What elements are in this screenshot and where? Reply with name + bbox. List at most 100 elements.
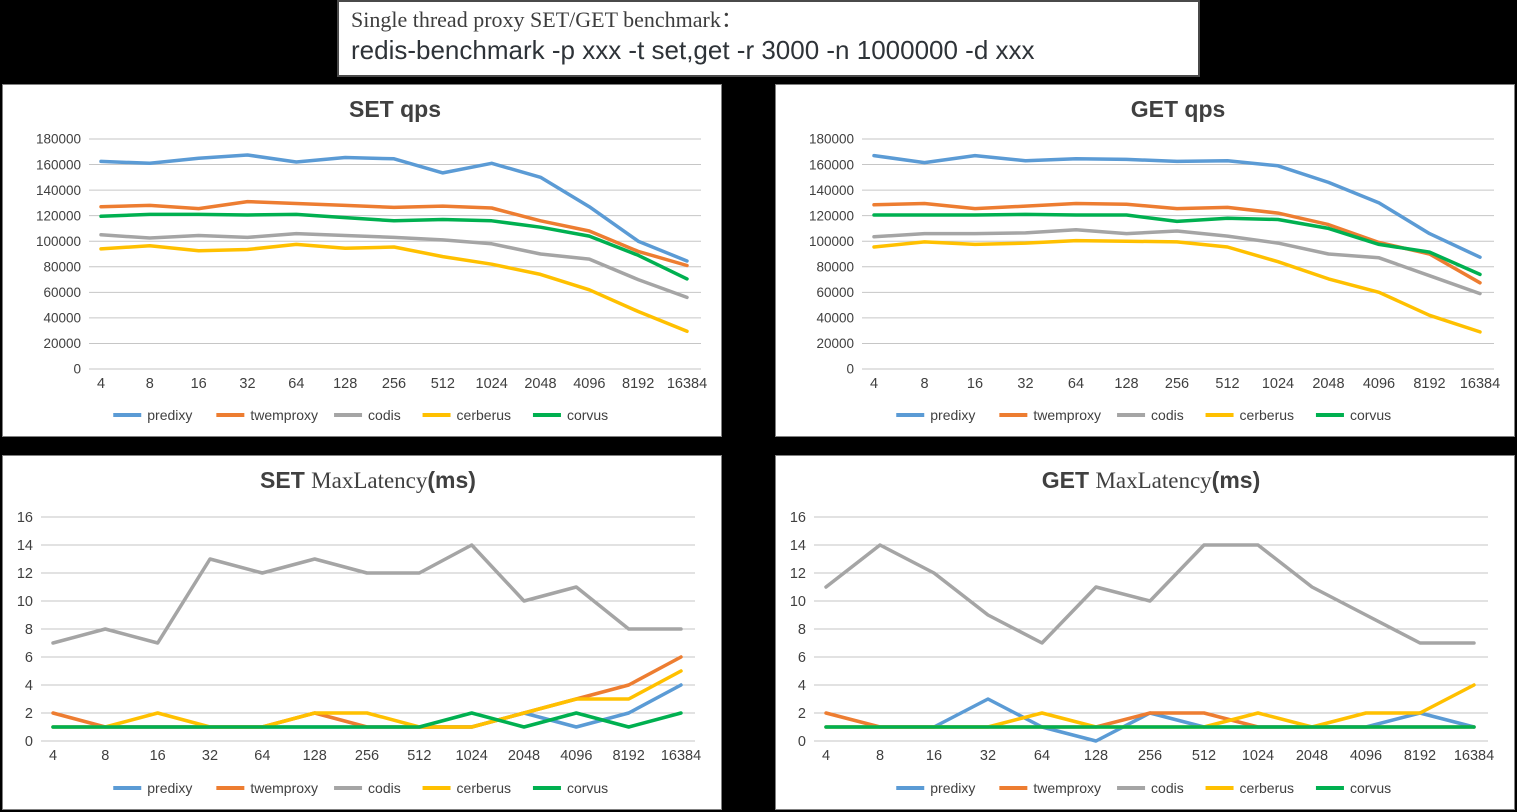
x-tick-label: 16384 <box>1454 748 1494 764</box>
x-tick-label: 8192 <box>1404 748 1436 764</box>
y-tick-label: 180000 <box>809 132 854 147</box>
legend-item-predixy: predixy <box>896 780 975 796</box>
legend-label: twemproxy <box>1033 780 1101 796</box>
legend-label: corvus <box>567 780 608 796</box>
y-tick-label: 80000 <box>43 260 81 275</box>
x-tick-label: 2048 <box>508 748 540 764</box>
x-tick-label: 1024 <box>476 376 508 392</box>
legend-label: cerberus <box>457 407 511 423</box>
x-tick-label: 16 <box>926 748 942 764</box>
y-tick-label: 14 <box>17 538 33 554</box>
x-tick-label: 16 <box>150 748 166 764</box>
x-tick-label: 512 <box>1215 376 1239 392</box>
y-tick-label: 4 <box>25 678 33 694</box>
legend-item-corvus: corvus <box>532 407 608 423</box>
cerberus-line <box>824 683 1476 729</box>
x-tick-label: 16384 <box>661 748 701 764</box>
y-tick-label: 80000 <box>816 260 854 275</box>
y-tick-label: 140000 <box>36 183 81 198</box>
legend-label: corvus <box>1350 407 1391 423</box>
legend-label: codis <box>368 407 401 423</box>
x-tick-label: 2048 <box>1296 748 1328 764</box>
x-tick-label: 16 <box>967 376 983 392</box>
get-qps-chart: 0 20000 40000 60000 80000 100000 120000 140000 1… <box>809 96 1500 423</box>
y-tick-label: 10 <box>17 594 33 610</box>
cerberus-line <box>51 669 683 729</box>
y-tick-label: 6 <box>798 650 806 666</box>
x-tick-label: 4096 <box>1363 376 1395 392</box>
y-tick-label: 40000 <box>43 311 81 326</box>
x-tick-label: 32 <box>202 748 218 764</box>
x-tick-label: 8192 <box>622 376 654 392</box>
legend-item-corvus: corvus <box>532 780 608 796</box>
y-tick-label: 180000 <box>36 132 81 147</box>
legend-item-codis: codis <box>334 407 401 423</box>
x-tick-label: 8192 <box>613 748 645 764</box>
x-tick-label: 8 <box>146 376 154 392</box>
y-tick-label: 100000 <box>36 234 81 249</box>
y-tick-label: 4 <box>798 678 806 694</box>
predixy-line <box>99 153 689 263</box>
codis-line <box>51 543 683 645</box>
y-tick-label: 16 <box>17 510 33 526</box>
legend-label: codis <box>1151 780 1184 796</box>
legend: predixy twemproxy codis cerberus corvus <box>113 780 608 796</box>
x-tick-label: 4 <box>822 748 830 764</box>
x-tick-label: 32 <box>1017 376 1033 392</box>
benchmark-title-text: Single thread proxy SET/GET benchmark： <box>351 7 743 32</box>
y-tick-label: 0 <box>798 734 806 750</box>
x-tick-label: 128 <box>303 748 327 764</box>
y-tick-label: 12 <box>17 566 33 582</box>
set-maxlatency-chart: 0 2 4 6 8 10 12 14 16 4 8 16 32 64 128 256 512 1024 2048 40… <box>17 467 701 796</box>
x-tick-label: 8 <box>876 748 884 764</box>
legend-label: corvus <box>567 407 608 423</box>
x-tick-label: 8 <box>920 376 928 392</box>
y-tick-label: 60000 <box>816 285 854 300</box>
legend-item-cerberus: cerberus <box>1205 780 1294 796</box>
cerberus-line <box>872 238 1482 334</box>
benchmark-title-box: Single thread proxy SET/GET benchmark： r… <box>337 0 1200 77</box>
legend-label: codis <box>1151 407 1184 423</box>
legend: predixy twemproxy codis cerberus corvus <box>113 407 608 423</box>
y-tick-label: 0 <box>73 362 81 377</box>
legend-item-predixy: predixy <box>113 407 192 423</box>
legend-item-corvus: corvus <box>1315 780 1391 796</box>
set-qps-chart: 0 20000 40000 60000 80000 100000 120000 140000 1… <box>36 96 707 423</box>
legend-label: cerberus <box>457 780 511 796</box>
x-tick-label: 256 <box>382 376 406 392</box>
set-qps-title: SET qps <box>349 96 441 122</box>
x-tick-label: 1024 <box>1242 748 1274 764</box>
x-tick-label: 1024 <box>1262 376 1294 392</box>
legend-item-twemproxy: twemproxy <box>999 407 1101 423</box>
get-qps-chart-panel: 0 20000 40000 60000 80000 100000 120000 140000 1… <box>775 84 1515 437</box>
legend-item-twemproxy: twemproxy <box>216 780 318 796</box>
y-tick-label: 8 <box>25 622 33 638</box>
set-maxlatency-chart-panel: 0 2 4 6 8 10 12 14 16 4 8 16 32 64 128 256 512 1024 2048 40… <box>2 455 722 810</box>
y-tick-label: 120000 <box>809 208 854 223</box>
x-tick-label: 4096 <box>1350 748 1382 764</box>
y-tick-label: 14 <box>790 538 806 554</box>
y-tick-label: 0 <box>846 362 854 377</box>
codis-line <box>99 231 689 300</box>
predixy-line <box>51 683 683 729</box>
legend-item-cerberus: cerberus <box>422 407 511 423</box>
legend-label: predixy <box>147 407 192 423</box>
x-tick-label: 8192 <box>1413 376 1445 392</box>
y-tick-label: 100000 <box>809 234 854 249</box>
x-tick-label: 4 <box>870 376 878 392</box>
y-tick-label: 160000 <box>809 157 854 172</box>
x-tick-label: 16384 <box>1460 376 1500 392</box>
x-tick-label: 2048 <box>1312 376 1344 392</box>
y-tick-label: 2 <box>25 706 33 722</box>
corvus-line <box>872 212 1482 277</box>
legend-label: twemproxy <box>1033 407 1101 423</box>
legend-label: predixy <box>930 407 975 423</box>
legend-item-codis: codis <box>334 780 401 796</box>
legend-item-corvus: corvus <box>1315 407 1391 423</box>
x-tick-label: 4096 <box>573 376 605 392</box>
legend-item-twemproxy: twemproxy <box>216 407 318 423</box>
x-tick-label: 128 <box>1114 376 1138 392</box>
predixy-line <box>824 697 1476 743</box>
y-tick-label: 16 <box>790 510 806 526</box>
